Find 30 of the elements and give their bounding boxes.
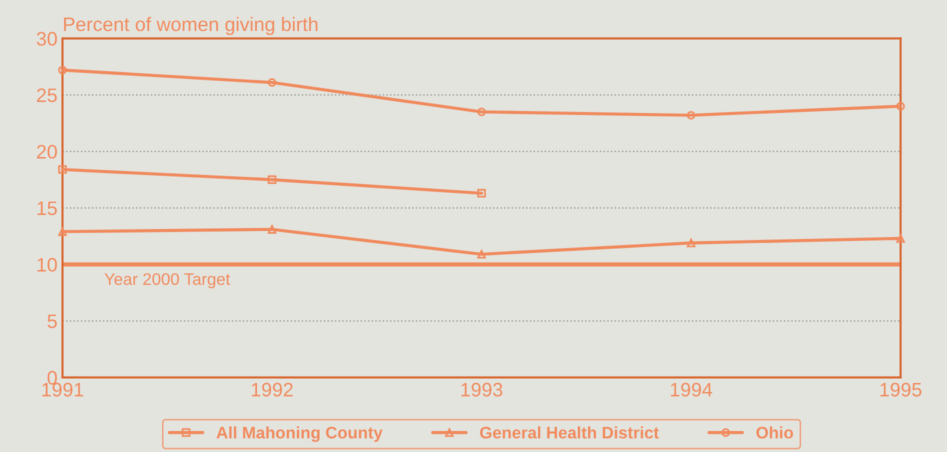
y-tick-label: 10	[38, 258, 57, 272]
legend-label: Ohio	[756, 426, 794, 439]
point	[268, 78, 276, 87]
y-tick-label: 30	[36, 32, 57, 46]
x-tick-label: 1995	[880, 382, 922, 397]
point	[896, 234, 905, 243]
x-tick-label: 1994	[670, 382, 712, 397]
point	[896, 102, 905, 111]
legend-label: All Mahoning County	[216, 426, 383, 442]
y-tick-label: 0	[48, 370, 57, 385]
point	[268, 175, 276, 184]
point	[58, 66, 67, 74]
point	[58, 165, 67, 174]
y-axis-title: Percent of women giving birth	[64, 16, 318, 36]
point	[686, 238, 696, 248]
y-tick-label: 5	[48, 314, 57, 328]
y-tick-label: 20	[36, 144, 57, 159]
point	[477, 188, 486, 198]
legend-label: General Health District	[480, 426, 659, 439]
point	[268, 225, 276, 234]
y-tick-label: 25	[36, 88, 57, 102]
point	[477, 250, 486, 259]
y-tick-label: 15	[38, 202, 57, 216]
x-tick-label: 1993	[461, 382, 502, 397]
point	[477, 108, 486, 116]
ref-line-label: Year 2000 Target	[104, 273, 230, 288]
x-tick-label: 1991	[42, 382, 84, 397]
point	[686, 110, 696, 120]
x-tick-label: 1992	[252, 382, 293, 397]
point	[58, 227, 67, 236]
